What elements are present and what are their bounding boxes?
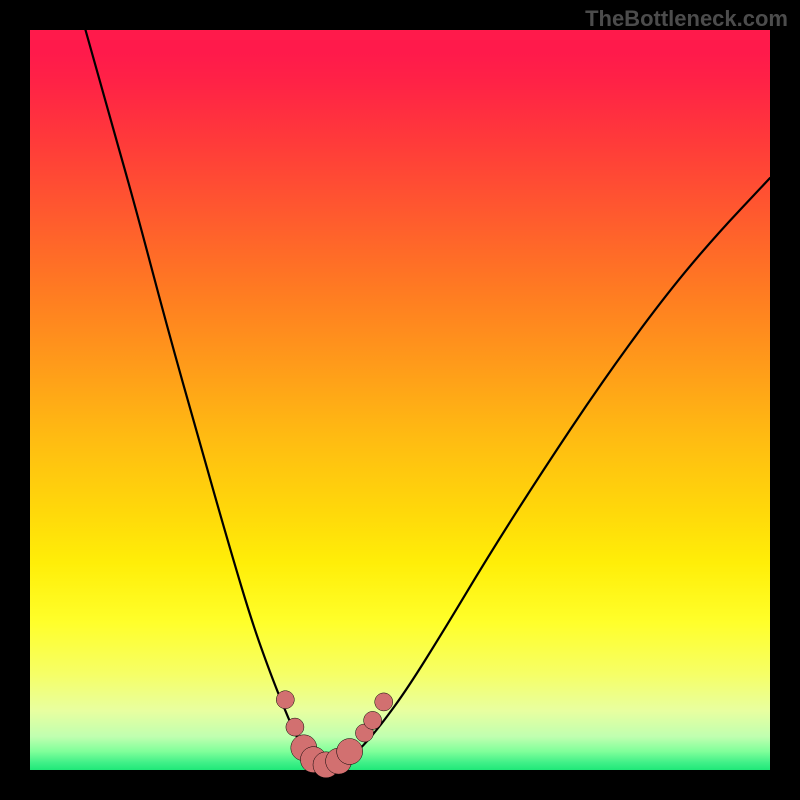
bottleneck-chart <box>0 0 800 800</box>
data-marker <box>276 691 294 709</box>
plot-background <box>30 30 770 770</box>
data-marker <box>375 693 393 711</box>
data-marker <box>337 739 363 765</box>
data-marker <box>364 711 382 729</box>
data-marker <box>286 718 304 736</box>
watermark-text: TheBottleneck.com <box>585 6 788 32</box>
chart-container: TheBottleneck.com <box>0 0 800 800</box>
